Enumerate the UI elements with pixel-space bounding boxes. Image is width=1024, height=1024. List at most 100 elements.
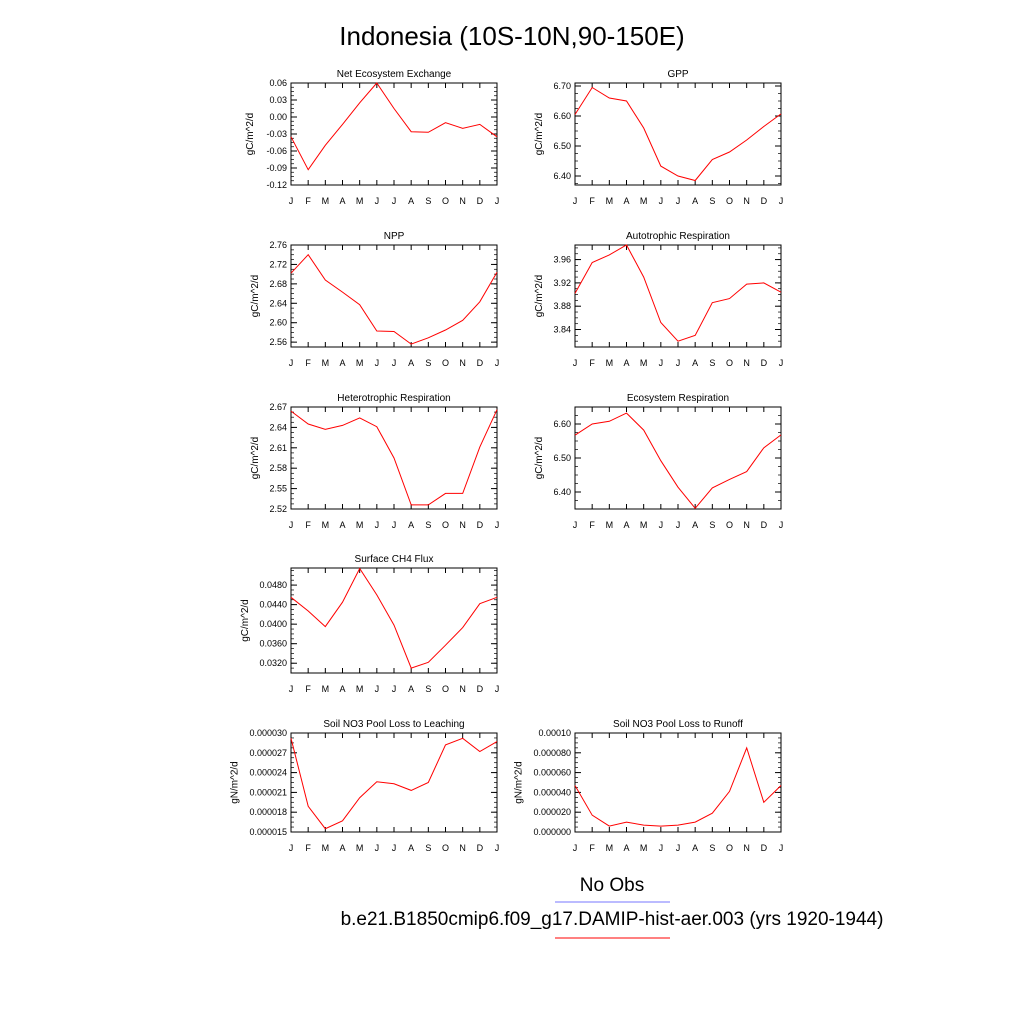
y-tick-label: 6.70 (553, 81, 571, 91)
y-tick-label: 3.84 (553, 325, 571, 335)
y-tick-label: 0.000024 (249, 768, 287, 778)
x-tick-label: F (305, 684, 311, 694)
x-tick-label: N (459, 520, 466, 530)
x-tick-label: F (589, 196, 595, 206)
x-tick-label: F (305, 520, 311, 530)
panel-title: Ecosystem Respiration (627, 393, 729, 404)
y-tick-label: 0.03 (269, 95, 287, 105)
x-tick-label: D (761, 196, 768, 206)
series-line (290, 253, 498, 345)
y-tick-label: 2.72 (269, 259, 287, 269)
x-tick-label: J (573, 843, 578, 853)
y-tick-label: 2.68 (269, 279, 287, 289)
x-tick-label: O (442, 843, 449, 853)
x-tick-label: F (589, 358, 595, 368)
panel-title: Surface CH4 Flux (355, 554, 434, 565)
x-tick-label: J (289, 196, 294, 206)
y-tick-label: 0.0400 (259, 619, 287, 629)
x-tick-label: J (659, 843, 664, 853)
x-tick-label: J (375, 358, 380, 368)
x-tick-label: S (709, 196, 715, 206)
y-tick-label: 3.96 (553, 255, 571, 265)
y-tick-label: 0.00010 (538, 728, 571, 738)
series-line (290, 737, 498, 830)
plot-frame (574, 732, 782, 833)
x-tick-label: M (606, 196, 614, 206)
x-tick-label: J (659, 520, 664, 530)
y-tick-label: 0.06 (269, 78, 287, 88)
x-tick-label: A (408, 520, 414, 530)
x-tick-label: S (425, 843, 431, 853)
x-tick-label: S (709, 843, 715, 853)
y-tick-label: 0.000040 (533, 787, 571, 797)
legend-label-model: b.e21.B1850cmip6.f09_g17.DAMIP-hist-aer.… (341, 909, 884, 930)
x-tick-label: M (640, 358, 648, 368)
y-tick-label: -0.06 (266, 146, 287, 156)
y-axis-label: gC/m^2/d (534, 113, 545, 156)
x-tick-label: O (442, 358, 449, 368)
plot-frame (574, 82, 782, 186)
x-tick-label: S (709, 358, 715, 368)
x-tick-label: O (442, 520, 449, 530)
panel-title: Autotrophic Respiration (626, 231, 730, 242)
y-tick-label: 0.0360 (259, 639, 287, 649)
x-tick-label: F (305, 843, 311, 853)
panel-title: Soil NO3 Pool Loss to Leaching (323, 719, 464, 730)
x-tick-label: J (495, 196, 500, 206)
x-tick-label: F (305, 196, 311, 206)
x-tick-label: D (761, 520, 768, 530)
series-line (574, 746, 782, 827)
x-tick-label: D (477, 520, 484, 530)
y-tick-label: 2.61 (269, 443, 287, 453)
panel-title: Heterotrophic Respiration (337, 393, 450, 404)
x-tick-label: S (425, 358, 431, 368)
x-tick-label: J (495, 843, 500, 853)
y-tick-label: 2.76 (269, 240, 287, 250)
legend-label-obs: No Obs (580, 875, 644, 896)
x-tick-label: N (743, 843, 750, 853)
series-line (290, 82, 498, 171)
x-tick-label: A (339, 684, 345, 694)
x-tick-label: N (459, 358, 466, 368)
y-tick-label: 2.56 (269, 337, 287, 347)
figure-title: Indonesia (10S-10N,90-150E) (339, 21, 684, 51)
x-tick-label: M (322, 520, 330, 530)
y-tick-label: 2.64 (269, 422, 287, 432)
x-tick-label: J (779, 520, 784, 530)
series-line (290, 567, 498, 669)
y-tick-label: 0.000000 (533, 827, 571, 837)
y-tick-label: 3.88 (553, 301, 571, 311)
x-tick-label: M (322, 196, 330, 206)
x-tick-label: J (375, 520, 380, 530)
x-tick-label: M (356, 358, 364, 368)
x-tick-label: J (375, 843, 380, 853)
x-tick-label: M (356, 196, 364, 206)
x-tick-label: A (408, 684, 414, 694)
x-tick-label: N (459, 196, 466, 206)
y-tick-label: 0.0440 (259, 600, 287, 610)
x-tick-label: M (322, 684, 330, 694)
x-tick-label: A (408, 843, 414, 853)
x-tick-label: J (289, 843, 294, 853)
series-line (574, 412, 782, 510)
x-tick-label: J (573, 358, 578, 368)
x-tick-label: M (322, 358, 330, 368)
x-tick-label: A (623, 196, 629, 206)
x-tick-label: M (356, 843, 364, 853)
x-tick-label: F (589, 520, 595, 530)
x-tick-label: M (356, 684, 364, 694)
x-tick-label: J (659, 358, 664, 368)
plot-frame (290, 732, 498, 833)
x-tick-label: S (425, 520, 431, 530)
y-tick-label: 0.000021 (249, 787, 287, 797)
x-tick-label: A (692, 843, 698, 853)
x-tick-label: J (779, 196, 784, 206)
x-tick-label: A (339, 843, 345, 853)
x-tick-label: A (339, 520, 345, 530)
